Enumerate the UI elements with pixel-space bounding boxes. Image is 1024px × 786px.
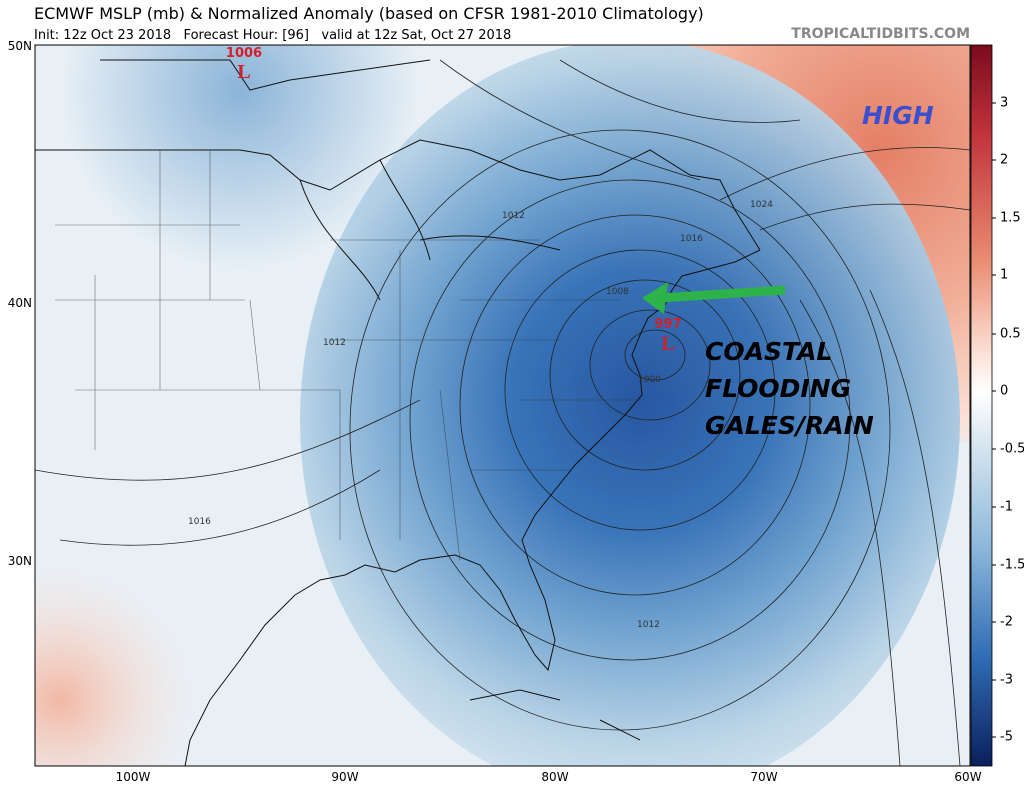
colorbar-tick-label: 0.5 xyxy=(1000,327,1021,342)
map xyxy=(35,45,970,766)
contour-label: 1016 xyxy=(680,234,703,244)
colorbar-tick-label: 0 xyxy=(1000,384,1008,399)
colorbar-tick-label: -1.5 xyxy=(1000,558,1024,573)
center-pressure: 997 xyxy=(654,317,681,332)
lat-label: 40N xyxy=(8,296,32,310)
arrow-shaft xyxy=(659,285,786,303)
high-annotation: HIGH xyxy=(862,101,934,130)
contour-label: 1012 xyxy=(502,211,525,221)
colorbar-tick-label: -0.5 xyxy=(1000,442,1024,457)
colorbar-tick-label: -5 xyxy=(1000,730,1013,745)
lon-label: 80W xyxy=(541,770,568,784)
colorbar-ticks: 3 2 1.5 1 0.5 0 -0.5 -1 -1.5 -2 -3 -5 xyxy=(992,96,1024,745)
colorbar-tick-label: 3 xyxy=(1000,96,1008,111)
contour-label: 1016 xyxy=(188,517,211,527)
colorbar-tick-label: -1 xyxy=(1000,500,1013,515)
lon-label: 90W xyxy=(331,770,358,784)
center-pressure: 1006 xyxy=(226,46,262,61)
lat-label: 30N xyxy=(8,554,32,568)
arrow-head xyxy=(642,282,668,314)
contour-label: 1024 xyxy=(750,200,773,210)
subtitle: Init: 12z Oct 23 2018 Forecast Hour: [96… xyxy=(34,28,511,43)
lon-label: 70W xyxy=(750,770,777,784)
colorbar-tick-label: 1 xyxy=(1000,268,1008,283)
contour-label: 1008 xyxy=(606,287,629,297)
impact-annotation: FLOODING xyxy=(705,374,851,403)
sw-anomaly xyxy=(35,560,235,766)
center-symbol: L xyxy=(661,333,674,355)
colorbar-tick-label: 1.5 xyxy=(1000,211,1021,226)
contour-label: 1012 xyxy=(323,338,346,348)
state-borders xyxy=(55,150,640,561)
watermark: TROPICALTIDBITS.COM xyxy=(791,26,970,42)
colorbar xyxy=(970,44,993,767)
contour-label: 1012 xyxy=(637,620,660,630)
colorbar-tick-label: -3 xyxy=(1000,673,1013,688)
nw-anomaly xyxy=(35,45,555,295)
coastline xyxy=(35,59,761,766)
contour-label: 1000 xyxy=(638,375,661,385)
impact-annotation: GALES/RAIN xyxy=(705,411,874,440)
lon-label: 60W xyxy=(954,770,981,784)
map-frame xyxy=(34,44,971,767)
title: ECMWF MSLP (mb) & Normalized Anomaly (ba… xyxy=(34,4,704,23)
colorbar-tick-label: 2 xyxy=(1000,153,1008,168)
center-symbol: L xyxy=(237,61,250,83)
lon-label: 100W xyxy=(116,770,151,784)
impact-annotation: COASTAL xyxy=(705,337,832,366)
lat-label: 50N xyxy=(8,39,32,53)
colorbar-tick-label: -2 xyxy=(1000,615,1013,630)
